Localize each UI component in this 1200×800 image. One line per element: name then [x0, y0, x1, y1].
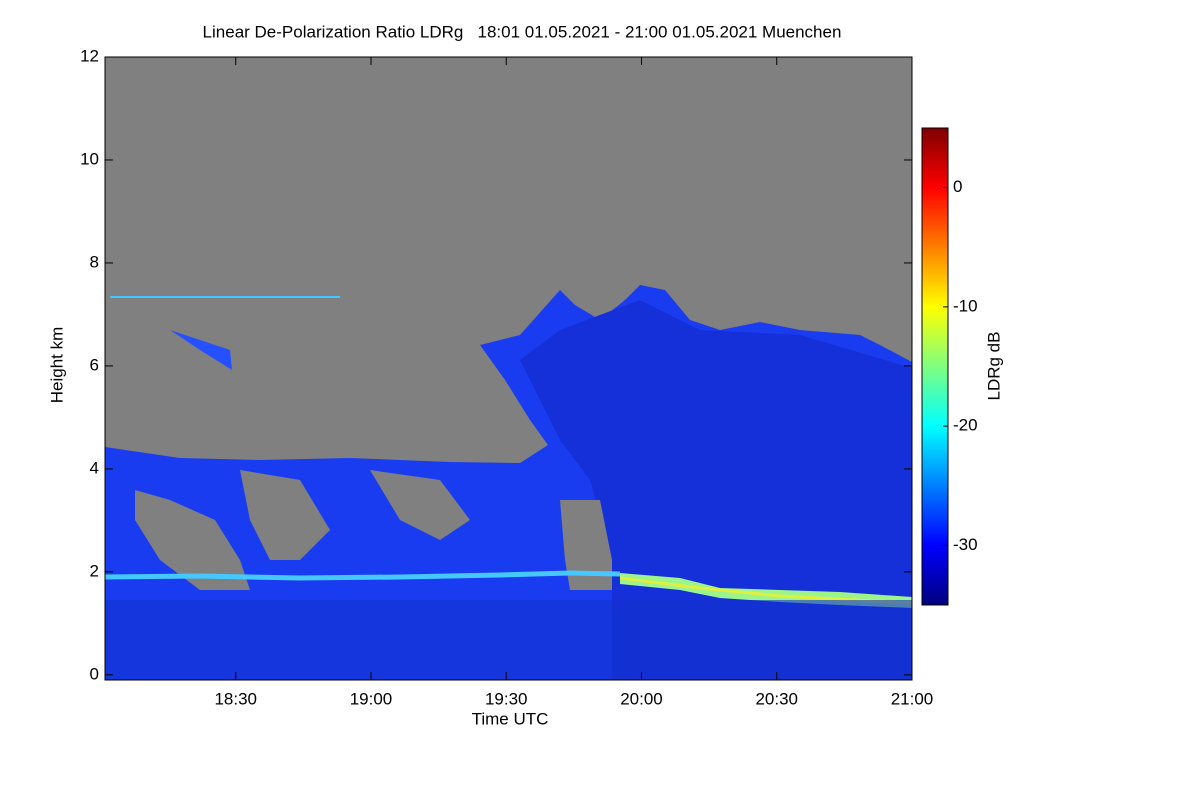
gap-region [240, 470, 330, 560]
colorbar-label: LDRg dB [984, 332, 1003, 401]
x-tick-label: 21:00 [891, 689, 934, 708]
gap-region [135, 490, 250, 590]
y-tick-label: 8 [90, 252, 99, 271]
gap-region [560, 500, 612, 590]
colorbar-tick-label: -20 [953, 416, 978, 435]
boundary-layer [619, 576, 912, 605]
y-axis-label: Height km [47, 327, 66, 404]
y-tick-label: 6 [90, 355, 99, 374]
x-tick-label: 19:00 [350, 689, 393, 708]
x-tick-label: 20:30 [755, 689, 798, 708]
x-axis-label: Time UTC [472, 709, 549, 728]
colorbar [921, 127, 949, 606]
y-tick-label: 2 [90, 561, 99, 580]
y-tick-label: 10 [80, 149, 99, 168]
plot-frame [104, 56, 913, 681]
y-tick-label: 0 [90, 664, 99, 683]
colorbar-tick-label: -30 [953, 535, 978, 554]
x-tick-label: 19:30 [485, 689, 528, 708]
echo-region [170, 330, 232, 370]
y-tick-label: 4 [90, 458, 99, 477]
gap-region [370, 470, 470, 540]
chart-title: Linear De-Polarization Ratio LDRg 18:01 … [203, 22, 842, 41]
ldr-field [105, 57, 912, 680]
x-tick-label: 18:30 [214, 689, 257, 708]
colorbar-tick-label: -10 [953, 296, 978, 315]
lower-echo [105, 600, 912, 680]
echo-region [520, 300, 912, 680]
boundary-layer [105, 570, 621, 581]
colorbar-tick-label: 0 [953, 177, 962, 196]
x-tick-label: 20:00 [620, 689, 663, 708]
y-tick-label: 12 [80, 46, 99, 65]
